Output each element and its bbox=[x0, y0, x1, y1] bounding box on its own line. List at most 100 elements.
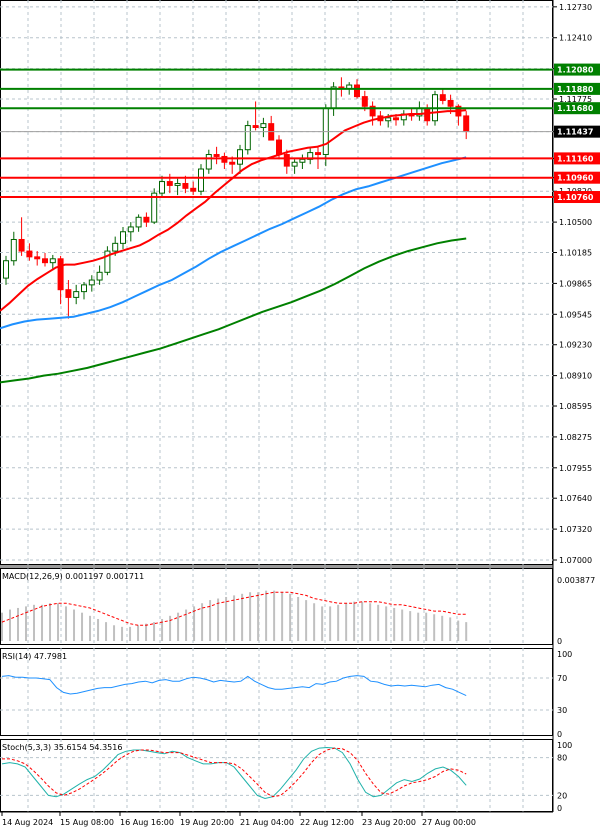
stoch-tick-label: 0 bbox=[557, 804, 562, 813]
candle-body[interactable] bbox=[42, 258, 48, 264]
candle-body[interactable] bbox=[174, 182, 181, 186]
candle-body[interactable] bbox=[260, 123, 267, 129]
x-tick-label: 22 Aug 12:00 bbox=[300, 818, 354, 827]
x-tick-label: 19 Aug 20:00 bbox=[180, 818, 234, 827]
x-tick-label: 15 Aug 08:00 bbox=[60, 818, 114, 827]
candle-body[interactable] bbox=[244, 125, 251, 151]
candle-body[interactable] bbox=[166, 181, 173, 186]
support-level-label: 1.11160 bbox=[557, 154, 594, 163]
candle-body[interactable] bbox=[34, 256, 41, 260]
y-tick-label: 1.10185 bbox=[559, 249, 592, 258]
stoch-pane bbox=[0, 739, 553, 812]
x-tick-label: 23 Aug 20:00 bbox=[362, 818, 416, 827]
y-tick-label: 1.07000 bbox=[559, 556, 592, 565]
candle-body[interactable] bbox=[385, 117, 392, 122]
rsi-pane bbox=[0, 648, 553, 736]
ma-blue-line bbox=[0, 156, 467, 330]
x-tick-label: 16 Aug 16:00 bbox=[120, 818, 174, 827]
resistance-level-tag bbox=[554, 82, 600, 95]
candle-body[interactable] bbox=[143, 216, 150, 223]
rsi-tick-label: 30 bbox=[557, 706, 567, 715]
resistance-level-label: 1.11680 bbox=[557, 104, 594, 113]
candle-body[interactable] bbox=[315, 152, 321, 156]
y-tick-label: 1.12730 bbox=[559, 3, 592, 12]
rsi-tick-label: 100 bbox=[557, 650, 572, 659]
resistance-level-tag bbox=[554, 63, 600, 76]
candle-body[interactable] bbox=[182, 182, 189, 189]
y-tick-label: 1.08910 bbox=[559, 372, 592, 381]
candle-body[interactable] bbox=[361, 96, 368, 107]
candle-body[interactable] bbox=[354, 84, 360, 98]
candle-body[interactable] bbox=[190, 187, 197, 192]
candle-body[interactable] bbox=[49, 258, 56, 264]
resistance-level-label: 1.12080 bbox=[557, 66, 594, 75]
stoch-title: Stoch(5,3,3) 35.6154 54.3516 bbox=[2, 743, 122, 752]
stoch-tick-label: 80 bbox=[557, 754, 567, 763]
macd-tick-label: 0.003877 bbox=[557, 576, 595, 585]
candle-body[interactable] bbox=[369, 105, 376, 117]
candle-body[interactable] bbox=[291, 161, 298, 167]
y-tick-label: 1.10500 bbox=[559, 218, 592, 227]
candle-body[interactable] bbox=[463, 115, 470, 132]
candle-body[interactable] bbox=[120, 231, 126, 244]
candle-body[interactable] bbox=[88, 279, 95, 286]
candle-body[interactable] bbox=[439, 94, 446, 101]
candle-body[interactable] bbox=[135, 216, 142, 228]
candle-body[interactable] bbox=[112, 242, 119, 252]
candle-body[interactable] bbox=[104, 250, 111, 273]
candle-body[interactable] bbox=[252, 125, 259, 129]
y-tick-label: 1.12410 bbox=[559, 34, 592, 43]
main-pane bbox=[0, 0, 553, 565]
resistance-level-label: 1.11880 bbox=[557, 85, 594, 94]
candle-body[interactable] bbox=[151, 192, 158, 223]
support-level-label: 1.10960 bbox=[557, 174, 594, 183]
y-tick-label: 1.11775 bbox=[559, 95, 592, 104]
candle-body[interactable] bbox=[57, 258, 64, 291]
candle-body[interactable] bbox=[276, 139, 282, 156]
macd-tick-label: 0 bbox=[557, 637, 562, 646]
resistance-level-tag bbox=[554, 102, 600, 115]
candle-body[interactable] bbox=[127, 226, 134, 233]
y-tick-label: 1.07320 bbox=[559, 525, 592, 534]
rsi-tick-label: 70 bbox=[557, 674, 567, 683]
ma-green-line bbox=[0, 237, 467, 384]
y-tick-label: 1.07640 bbox=[559, 494, 592, 503]
stoch-d-line bbox=[2, 747, 467, 798]
candle-body[interactable] bbox=[447, 99, 454, 107]
candle-body[interactable] bbox=[424, 107, 431, 122]
candle-body[interactable] bbox=[205, 154, 212, 170]
candle-body[interactable] bbox=[3, 260, 9, 279]
support-level-tag bbox=[554, 171, 600, 184]
candle-body[interactable] bbox=[237, 149, 243, 165]
candle-body[interactable] bbox=[18, 238, 25, 252]
candle-body[interactable] bbox=[330, 86, 337, 109]
candle-body[interactable] bbox=[96, 271, 103, 281]
candle-body[interactable] bbox=[81, 284, 87, 293]
candle-body[interactable] bbox=[283, 154, 290, 167]
y-tick-label: 1.07955 bbox=[559, 464, 592, 473]
candle-body[interactable] bbox=[198, 168, 204, 192]
macd-signal-line bbox=[1, 591, 467, 626]
candle-body[interactable] bbox=[26, 250, 33, 258]
candle-body[interactable] bbox=[299, 158, 306, 163]
stoch-k-line bbox=[1, 746, 467, 800]
y-tick-label: 1.09865 bbox=[559, 279, 592, 288]
candle-body[interactable] bbox=[229, 161, 236, 165]
candle-body[interactable] bbox=[213, 154, 220, 157]
candle-body[interactable] bbox=[10, 238, 17, 262]
macd-title: MACD(12,26,9) 0.001197 0.001711 bbox=[2, 572, 144, 581]
y-tick-label: 1.08275 bbox=[559, 433, 592, 442]
candle-body[interactable] bbox=[73, 291, 80, 298]
x-tick-label: 14 Aug 2024 bbox=[2, 818, 53, 827]
support-level-tag bbox=[554, 191, 600, 204]
candle-body[interactable] bbox=[159, 181, 165, 194]
y-tick-label: 1.09545 bbox=[559, 310, 592, 319]
candle-body[interactable] bbox=[393, 117, 399, 121]
candle-body[interactable] bbox=[65, 289, 72, 298]
stoch-tick-label: 20 bbox=[557, 791, 567, 800]
current-price-label: 1.11437 bbox=[557, 128, 593, 137]
current-price-tag bbox=[554, 125, 600, 138]
pane-separator bbox=[0, 565, 553, 568]
